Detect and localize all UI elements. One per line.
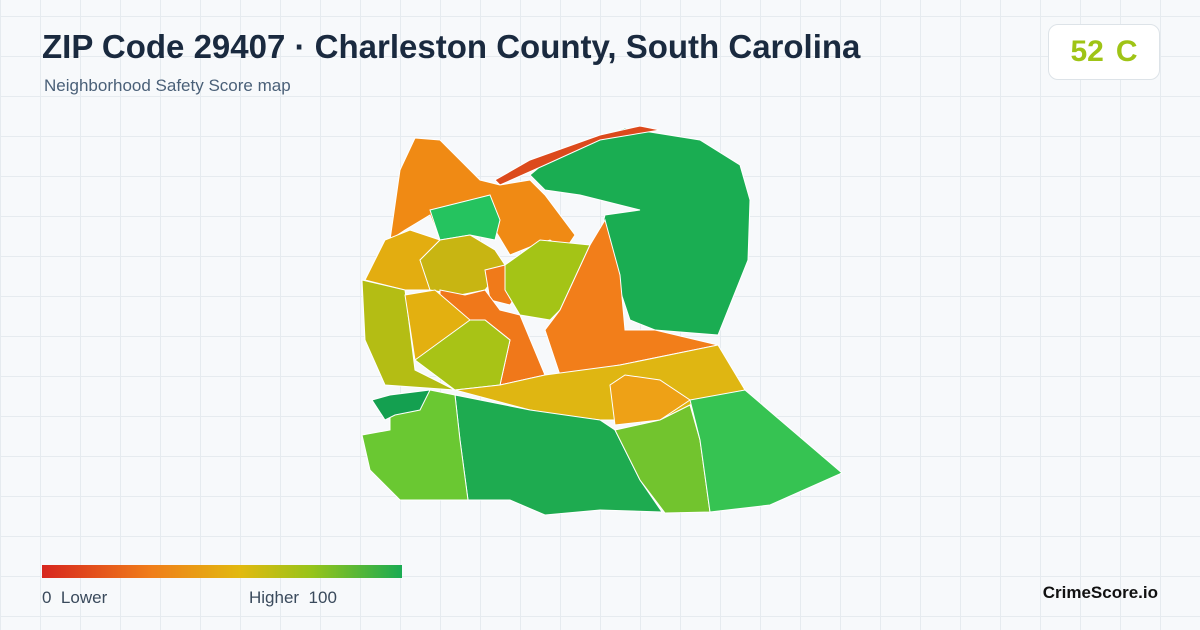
subtitle: Neighborhood Safety Score map xyxy=(44,76,291,95)
region xyxy=(361,389,469,501)
region xyxy=(494,125,661,186)
legend-low: 0 Lower xyxy=(42,588,107,608)
region xyxy=(544,218,719,376)
region xyxy=(689,389,843,513)
legend-high: Higher 100 xyxy=(249,588,337,608)
legend-max-label: Higher xyxy=(249,588,300,607)
legend-max: 100 xyxy=(308,588,337,607)
score-grade: C xyxy=(1115,35,1138,68)
region xyxy=(371,389,431,421)
legend-min-label: Lower xyxy=(60,588,108,607)
score-value: 52 xyxy=(1070,35,1104,68)
region xyxy=(504,239,591,321)
legend-min: 0 xyxy=(42,588,52,607)
score-badge: 52 C xyxy=(1048,24,1160,80)
legend-gradient xyxy=(42,565,402,578)
title: ZIP Code 29407 · Charleston County, Sout… xyxy=(42,28,861,65)
region xyxy=(529,127,751,336)
brand: CrimeScore.io xyxy=(1042,583,1158,602)
